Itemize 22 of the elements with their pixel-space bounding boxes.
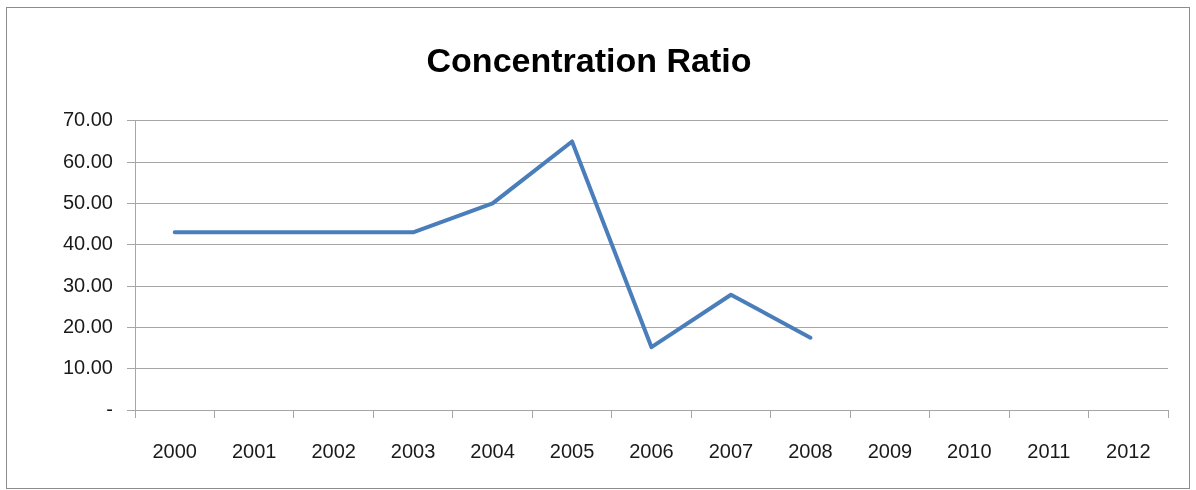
x-tick-label: 2001 [231, 439, 277, 462]
y-tick-label: 20.00 [62, 314, 113, 337]
x-tick-label: 2003 [390, 439, 436, 462]
x-tick-label: 2012 [1106, 439, 1151, 462]
y-tick-label: 70.00 [62, 108, 113, 131]
y-tick-label: 10.00 [62, 356, 113, 379]
x-tick-label: 2005 [549, 439, 595, 462]
x-tick-label: 2006 [629, 439, 674, 462]
y-tick-label: 50.00 [62, 190, 113, 213]
x-tick-label: 2004 [470, 439, 515, 462]
y-tick-label: - [106, 397, 113, 420]
chart-title: Concentration Ratio [426, 40, 752, 79]
y-tick-label: 30.00 [62, 273, 113, 296]
x-tick-label: 2008 [788, 439, 833, 462]
x-tick-label: 2007 [708, 439, 754, 462]
x-tick-label: 2010 [947, 439, 992, 462]
x-tick-label: 2011 [1027, 439, 1071, 462]
y-tick-label: 60.00 [62, 149, 113, 172]
x-tick-label: 2000 [152, 439, 197, 462]
y-tick-label: 40.00 [62, 232, 113, 255]
x-tick-label: 2009 [867, 439, 913, 462]
x-tick-label: 2002 [311, 439, 356, 462]
